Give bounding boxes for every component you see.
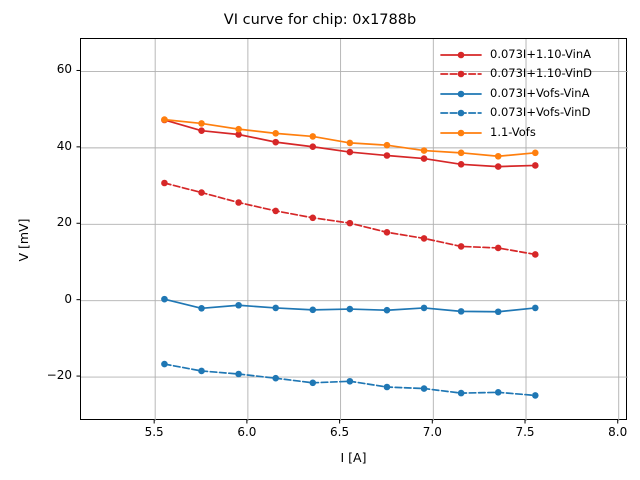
series-marker (531, 162, 539, 169)
series-marker (235, 125, 242, 133)
series-marker (457, 308, 465, 315)
legend-item[interactable]: 0.073I+1.10-VinA (440, 44, 628, 64)
legend-item[interactable]: 0.073I+Vofs-VinD (440, 103, 628, 123)
legend-item[interactable]: 0.073I+Vofs-VinA (440, 83, 628, 103)
series-marker (235, 131, 242, 138)
x-tick-label: 6.5 (330, 425, 350, 439)
chart-legend: 0.073I+1.10-VinA 0.073I+1.10-VinD 0.073I+V… (440, 44, 628, 142)
series-marker (420, 304, 428, 312)
series-marker (161, 116, 168, 123)
series-marker (235, 199, 242, 206)
series-marker (161, 179, 168, 187)
legend-label: 0.073I+Vofs-VinD (490, 105, 591, 120)
series-marker (531, 251, 539, 258)
series-marker (309, 143, 317, 151)
series-marker (161, 295, 168, 303)
series-marker (346, 139, 354, 147)
series-marker (272, 304, 279, 312)
series-marker (272, 374, 279, 382)
series-marker (309, 379, 317, 387)
x-tick-label: 5.5 (144, 425, 164, 439)
series-marker (346, 148, 354, 156)
series-marker (346, 305, 354, 313)
x-tick-label: 7.0 (422, 425, 442, 439)
plot-area (80, 38, 628, 421)
x-axis-label: I [A] (340, 450, 367, 465)
series-marker (161, 360, 168, 368)
series-line (163, 182, 537, 256)
series-marker (198, 127, 205, 134)
series-marker (383, 383, 391, 391)
plot-canvas (81, 39, 628, 421)
y-tick-label: 0 (64, 291, 72, 306)
series-marker (272, 130, 279, 137)
series-marker (457, 161, 465, 168)
x-tick-label: 7.5 (515, 425, 535, 439)
y-tick-label: 20 (56, 215, 72, 230)
series-marker (198, 189, 205, 196)
y-tick-label: −20 (46, 368, 72, 383)
series-marker (531, 392, 539, 399)
chart-title: VI curve for chip: 0x1788b (223, 12, 417, 28)
series-marker (531, 149, 539, 157)
series-marker (420, 235, 428, 242)
series-marker (457, 149, 465, 157)
legend-label: 0.073I+1.10-VinD (490, 66, 592, 81)
series-marker (309, 306, 317, 314)
legend-item[interactable]: 1.1-Vofs (440, 122, 628, 142)
series-marker (420, 147, 428, 154)
series-marker (420, 155, 428, 162)
series-marker (383, 306, 391, 314)
legend-item[interactable]: 0.073I+1.10-VinD (440, 64, 628, 84)
series-marker (235, 370, 242, 378)
legend-swatch (440, 47, 482, 61)
y-tick-label: 40 (56, 138, 72, 153)
legend-swatch (440, 66, 482, 80)
series-marker (346, 377, 354, 385)
x-tick-label: 8.0 (608, 425, 628, 439)
x-tick-label: 6.0 (237, 425, 257, 439)
series-marker (457, 389, 465, 397)
series-marker (198, 367, 205, 375)
series-marker (309, 214, 317, 222)
series-marker (420, 385, 428, 392)
legend-swatch (440, 125, 482, 139)
y-axis-label: V [mV] (16, 218, 31, 262)
series-marker (494, 163, 502, 170)
series-marker (235, 301, 242, 309)
legend-swatch (440, 86, 482, 100)
series-marker (198, 305, 205, 312)
series-marker (383, 228, 391, 236)
series-marker (457, 243, 465, 250)
series-marker (198, 120, 205, 127)
series-marker (494, 389, 502, 396)
series-marker (494, 152, 502, 160)
series-marker (494, 308, 502, 316)
series-marker (494, 244, 502, 252)
series-marker (531, 304, 539, 312)
series-marker (272, 138, 279, 146)
series-marker (383, 152, 391, 159)
legend-swatch (440, 105, 482, 119)
legend-label: 0.073I+Vofs-VinA (490, 85, 590, 100)
series-marker (346, 219, 354, 227)
y-tick-label: 60 (56, 62, 72, 77)
series-marker (309, 133, 317, 140)
legend-label: 1.1-Vofs (490, 124, 536, 139)
series-marker (272, 207, 279, 215)
legend-label: 0.073I+1.10-VinA (490, 46, 591, 61)
series-marker (383, 141, 391, 149)
